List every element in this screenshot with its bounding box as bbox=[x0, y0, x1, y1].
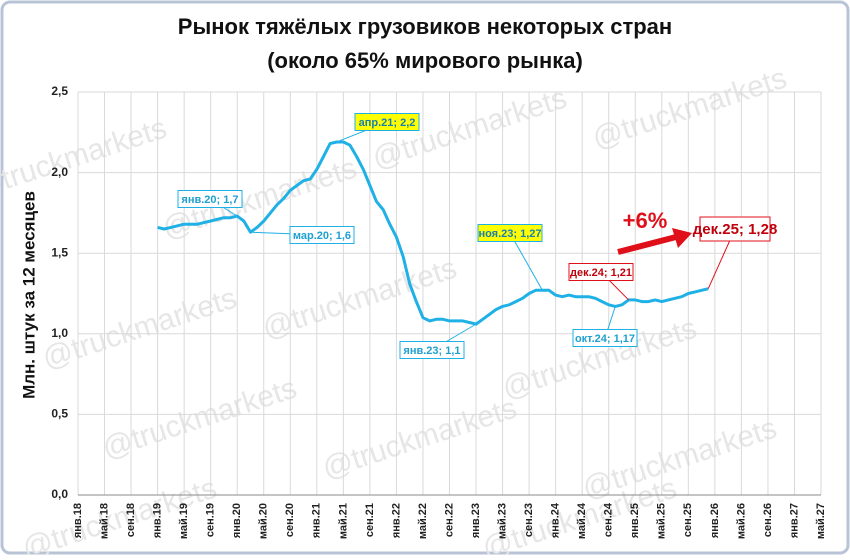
annotation: дек.24; 1,21 bbox=[570, 267, 632, 279]
x-tick-label: май.23 bbox=[496, 503, 508, 539]
chart-title: Рынок тяжёлых грузовиков некоторых стран bbox=[178, 14, 672, 39]
growth-arrow bbox=[617, 234, 677, 255]
y-axis-label: Млн. штук за 12 месяцев bbox=[19, 191, 38, 399]
leader-line bbox=[509, 232, 543, 291]
annotation: апр.21; 2,2 bbox=[359, 117, 416, 129]
x-tick-label: сен.20 bbox=[284, 503, 296, 537]
line-series bbox=[157, 140, 709, 326]
x-tick-label: янв.27 bbox=[788, 503, 800, 538]
annotation-box bbox=[699, 216, 771, 242]
x-tick-label: сен.25 bbox=[682, 503, 694, 537]
y-tick-label: 1,0 bbox=[51, 326, 68, 340]
x-tick-label: май.25 bbox=[656, 503, 668, 539]
y-tick-label: 1,5 bbox=[51, 245, 68, 259]
annotation-box bbox=[572, 329, 638, 347]
x-tick-label: янв.24 bbox=[550, 502, 562, 538]
x-tick-label: май.24 bbox=[576, 502, 588, 539]
x-tick-label: сен.21 bbox=[364, 503, 376, 537]
growth-arrowhead bbox=[672, 228, 692, 248]
annotation: ноя.23; 1,27 bbox=[478, 228, 541, 240]
x-tick-label: янв.22 bbox=[390, 503, 402, 538]
annotation-box bbox=[289, 226, 355, 244]
x-tick-label: янв.26 bbox=[709, 503, 721, 538]
x-tick-label: май.26 bbox=[735, 503, 747, 539]
chart-subtitle: (около 65% мирового рынка) bbox=[267, 48, 583, 73]
x-tick-label: янв.19 bbox=[152, 503, 164, 538]
x-tick-label: сен.26 bbox=[762, 503, 774, 537]
x-tick-label: янв.21 bbox=[311, 503, 323, 538]
x-tick-label: сен.19 bbox=[205, 503, 217, 537]
x-tick-label: янв.23 bbox=[470, 503, 482, 538]
x-tick-label: май.22 bbox=[417, 503, 429, 539]
x-tick-label: янв.25 bbox=[629, 503, 641, 538]
x-tick-label: май.21 bbox=[337, 503, 349, 539]
annotation: мар.20; 1,6 bbox=[293, 230, 351, 242]
growth-label: +6% bbox=[623, 208, 668, 233]
x-tick-label: сен.22 bbox=[443, 503, 455, 537]
annotation: окт.24; 1,17 bbox=[575, 333, 635, 345]
x-tick-label: май.20 bbox=[258, 503, 270, 539]
x-tick-label: янв.18 bbox=[72, 503, 84, 538]
x-tick-label: май.19 bbox=[178, 503, 190, 539]
y-tick-label: 0,5 bbox=[51, 407, 68, 421]
annotation: дек.25; 1,28 bbox=[693, 221, 778, 238]
annotation-box bbox=[177, 190, 243, 208]
x-tick-label: сен.23 bbox=[523, 503, 535, 537]
annotation-box bbox=[477, 224, 543, 242]
annotation-box bbox=[568, 263, 634, 281]
annotation-box bbox=[399, 341, 465, 359]
y-tick-label: 2,0 bbox=[51, 165, 68, 179]
x-tick-label: май.27 bbox=[815, 503, 827, 539]
x-tick-label: сен.24 bbox=[603, 502, 615, 537]
annotation: янв.23; 1,1 bbox=[403, 345, 460, 357]
y-tick-label: 2,5 bbox=[51, 84, 68, 98]
annotation-box bbox=[354, 113, 420, 131]
x-tick-label: янв.20 bbox=[231, 503, 243, 538]
y-tick-label: 0,0 bbox=[51, 487, 68, 501]
x-tick-label: сен.18 bbox=[125, 503, 137, 537]
x-tick-label: май.18 bbox=[98, 503, 110, 539]
annotation: янв.20; 1,7 bbox=[181, 194, 238, 206]
